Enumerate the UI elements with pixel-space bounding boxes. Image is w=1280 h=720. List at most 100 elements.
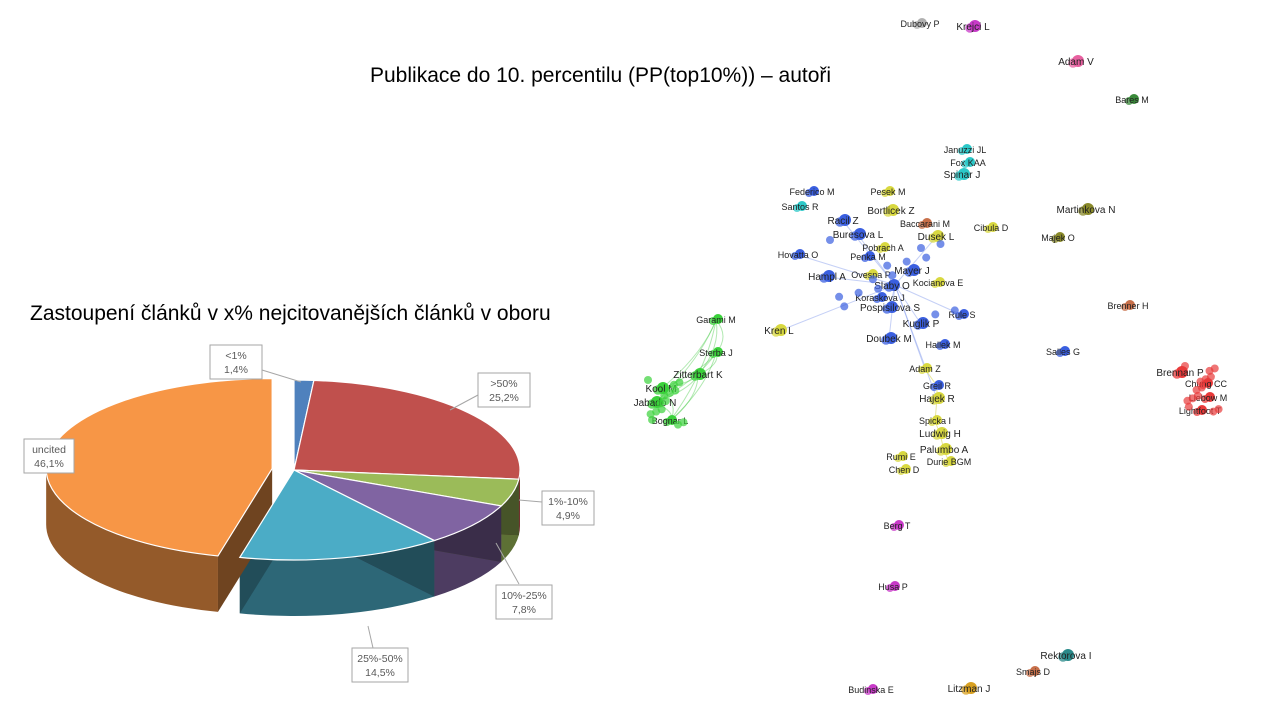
pie-slice-10%-25% [293, 469, 503, 542]
network-node: Smajs D [1016, 666, 1051, 677]
network-node-label: Krejci L [956, 22, 990, 33]
network-node-label: Adam Z [909, 364, 941, 374]
network-node-label: Adam V [1058, 57, 1094, 68]
network-dot [1192, 386, 1201, 395]
network-node: Bortlicek Z [867, 204, 915, 217]
network-node: Salles G [1046, 346, 1080, 357]
pie-slice-side [518, 470, 520, 536]
network-node-label: Pospisilova S [860, 303, 920, 314]
network-node: Krejci L [956, 20, 990, 33]
network-node: Durie BGM [927, 456, 972, 467]
pie-callout->50%: >50% 25,2% [449, 372, 531, 411]
network-node-label: Husa P [878, 582, 908, 592]
pie-value: 1,4% [224, 364, 248, 376]
pie-chart-title: Zastoupení článků v x% nejcitovanějších … [30, 302, 551, 325]
network-dot [931, 310, 940, 319]
network-dot [1196, 377, 1205, 386]
network-node-label: Zitterbart K [673, 370, 723, 381]
network-node: Chen D [889, 464, 920, 475]
network-node: Palumbo A [920, 443, 969, 456]
network-dot [1183, 396, 1192, 405]
network-node: Martinkova N [1057, 203, 1115, 216]
network-dot [669, 380, 678, 389]
network-node-label: Bares M [1115, 95, 1149, 105]
network-dot [660, 391, 669, 400]
network-dot [679, 418, 688, 427]
network-node-label: Chen D [889, 465, 920, 475]
network-node-label: Doubek M [866, 334, 912, 345]
network-dot [671, 386, 680, 395]
network-dot [950, 306, 959, 315]
pie-label: 10%-25% [501, 590, 547, 602]
network-dot [874, 284, 883, 293]
network-dot [665, 388, 674, 397]
network-node-label: Pobrach A [862, 243, 904, 253]
network-node: Pesek M [870, 186, 906, 197]
network-node: Ludwig H [919, 427, 961, 440]
network-dot [854, 288, 863, 297]
network-dot [902, 257, 911, 266]
network-dot [656, 399, 665, 408]
pie-slice->50% [293, 379, 521, 480]
network-dot [661, 397, 670, 406]
network-node: Rektorova I [1040, 649, 1092, 662]
network-dot [917, 244, 925, 252]
network-node: Chung CC [1185, 378, 1228, 389]
network-dot [1184, 402, 1193, 411]
network-node: Garami M [696, 314, 736, 325]
network-node: Hajek R [919, 392, 955, 405]
network-node: Adam Z [909, 363, 941, 374]
network-node: Januzzi JL [944, 144, 986, 155]
network-dot [648, 415, 657, 424]
network-node: Spicka I [919, 415, 951, 426]
network-dot [1181, 362, 1189, 370]
network-node-label: Kuglik P [903, 319, 940, 330]
network-node: Jabado N [634, 396, 677, 409]
network-node: Kren L [764, 324, 794, 337]
network-node: Litzman J [948, 682, 990, 695]
network-node: Dusek L [918, 230, 955, 243]
network-node-label: Salles G [1046, 347, 1080, 357]
network-node-label: Federico M [789, 187, 834, 197]
pie-value: 7,8% [512, 604, 536, 616]
network-node: Brennan P [1156, 366, 1204, 379]
network-node-label: Greil R [923, 381, 952, 391]
network-node-label: Durie BGM [927, 457, 972, 467]
network-node-label: Ovesna P [851, 270, 891, 280]
pie-value: 25,2% [489, 392, 519, 404]
pie-callout-10%-25%: 10%-25% 7,8% [495, 542, 553, 620]
network-node-label: Slaby O [874, 281, 910, 292]
network-dot [1209, 407, 1218, 416]
network-dot [883, 261, 892, 270]
network-node-label: Pesek M [870, 187, 905, 197]
network-dot [1188, 394, 1197, 403]
pie-label: >50% [490, 378, 517, 390]
network-dot [1206, 372, 1215, 381]
network-node-label: Sterba J [699, 348, 733, 358]
network-node: Lightfoot T [1179, 405, 1222, 416]
network-node-label: Rule S [948, 310, 975, 320]
network-node: Bares M [1115, 94, 1149, 105]
network-node-label: Kocianova E [913, 278, 964, 288]
network-node-label: Dusek L [918, 232, 955, 243]
pie-slice-25%-50% [238, 469, 436, 561]
network-node-label: Garami M [696, 315, 736, 325]
network-node: Spinar J [944, 168, 980, 181]
network-node-label: Chung CC [1185, 379, 1228, 389]
network-dot [673, 420, 682, 429]
pie-callout-<1%: <1% 1,4% [209, 344, 302, 383]
network-node: Federico M [789, 186, 835, 197]
network-node: Husa P [878, 581, 908, 592]
network-dot [936, 240, 945, 248]
network-node: Kuglik P [903, 317, 940, 330]
network-node-label: Palumbo A [920, 445, 969, 456]
network-node: Rule S [948, 309, 976, 320]
network-dot [657, 405, 666, 414]
network-node-label: Smajs D [1016, 667, 1051, 677]
network-node-label: Berg T [884, 521, 911, 531]
network-node-label: Jabado N [634, 398, 677, 409]
network-node-label: Racil Z [827, 216, 858, 227]
network-node: Ovesna P [851, 269, 891, 280]
network-node: Kocianova E [913, 277, 964, 288]
network-node: Majek O [1041, 232, 1075, 243]
